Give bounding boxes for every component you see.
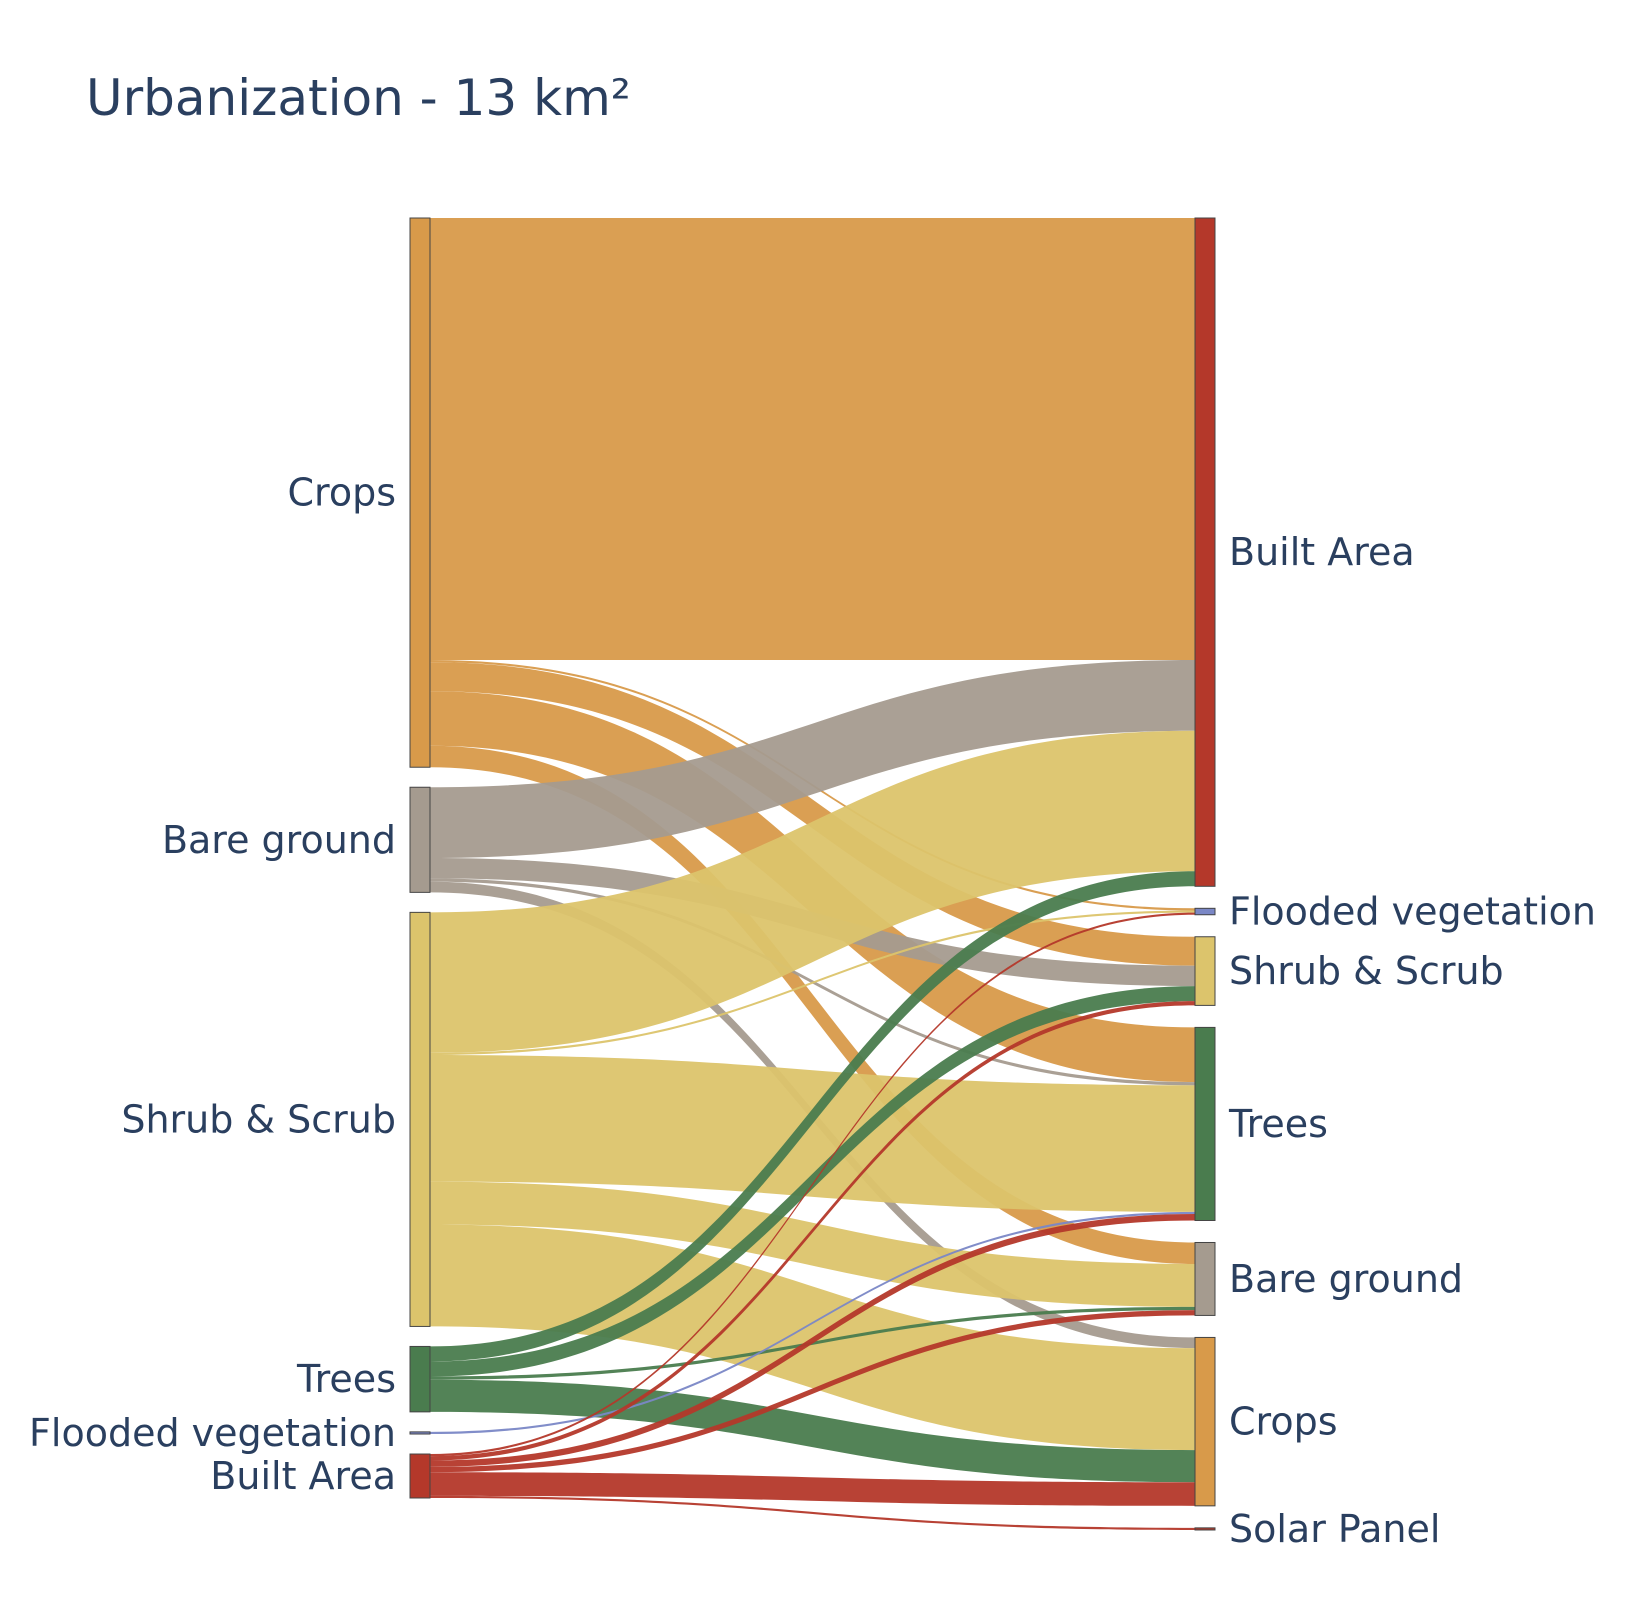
link-trees-to-shrub-and-scrub[interactable] [430, 986, 1195, 1377]
link-shrub-and-scrub-to-flooded-vegetation[interactable] [430, 910, 1195, 1056]
link-built-area-to-flooded-vegetation[interactable] [430, 912, 1195, 1457]
link-shrub-and-scrub-to-bare-ground[interactable] [430, 1181, 1195, 1307]
left-node-bare-ground[interactable] [409, 786, 431, 893]
link-shrub-and-scrub-to-built-area[interactable] [430, 730, 1195, 1053]
labels-group: Crops Bare ground Shrub & Scrub Trees Floode… [29, 471, 1596, 1551]
link-built-area-to-bare-ground[interactable] [430, 1310, 1195, 1473]
link-built-area-to-crops[interactable] [430, 1472, 1195, 1506]
right-node-label-flooded-vegetation: Flooded vegetation [1229, 890, 1596, 934]
right-node-label-trees: Trees [1228, 1102, 1328, 1146]
left-node-label-flooded-vegetation: Flooded vegetation [29, 1411, 396, 1455]
left-node-label-crops: Crops [288, 471, 397, 515]
link-bare-ground-to-built-area[interactable] [430, 659, 1195, 859]
left-node-crops[interactable] [409, 217, 431, 768]
right-node-built-area[interactable] [1194, 217, 1216, 887]
left-node-label-built-area: Built Area [210, 1454, 396, 1498]
link-trees-to-crops[interactable] [430, 1379, 1195, 1483]
left-node-label-bare-ground: Bare ground [162, 818, 396, 862]
right-node-crops[interactable] [1194, 1336, 1216, 1507]
right-node-label-bare-ground: Bare ground [1229, 1257, 1463, 1301]
right-node-label-shrub-and-scrub: Shrub & Scrub [1229, 949, 1504, 993]
right-node-bare-ground[interactable] [1194, 1241, 1216, 1316]
link-built-area-to-trees[interactable] [430, 1214, 1195, 1467]
right-node-solar-panel[interactable] [1194, 1527, 1216, 1531]
left-node-trees[interactable] [409, 1345, 431, 1413]
link-shrub-and-scrub-to-trees[interactable] [430, 1055, 1195, 1212]
right-node-shrub-and-scrub[interactable] [1194, 936, 1216, 1006]
left-node-built-area[interactable] [409, 1453, 431, 1499]
link-built-area-to-solar-panel[interactable] [430, 1495, 1195, 1530]
nodes-group [409, 217, 1216, 1531]
right-node-trees[interactable] [1194, 1026, 1216, 1221]
link-crops-to-bare-ground[interactable] [430, 745, 1195, 1264]
link-trees-to-built-area[interactable] [430, 871, 1195, 1362]
links-group [430, 218, 1195, 1530]
left-node-flooded-vegetation[interactable] [409, 1431, 431, 1435]
link-flooded-vegetation-to-trees[interactable] [430, 1211, 1195, 1435]
chart-title: Urbanization - 13 km² [86, 69, 631, 127]
link-crops-to-shrub-and-scrub[interactable] [430, 662, 1195, 966]
link-crops-to-built-area[interactable] [430, 218, 1195, 660]
right-node-flooded-vegetation[interactable] [1194, 907, 1216, 916]
left-node-label-shrub-and-scrub: Shrub & Scrub [121, 1097, 396, 1141]
right-node-label-solar-panel: Solar Panel [1229, 1507, 1440, 1551]
left-node-shrub-and-scrub[interactable] [409, 911, 431, 1327]
left-node-label-trees: Trees [296, 1357, 396, 1401]
right-node-label-built-area: Built Area [1229, 530, 1415, 574]
link-built-area-to-shrub-and-scrub[interactable] [430, 1001, 1195, 1461]
right-node-label-crops: Crops [1229, 1400, 1338, 1444]
